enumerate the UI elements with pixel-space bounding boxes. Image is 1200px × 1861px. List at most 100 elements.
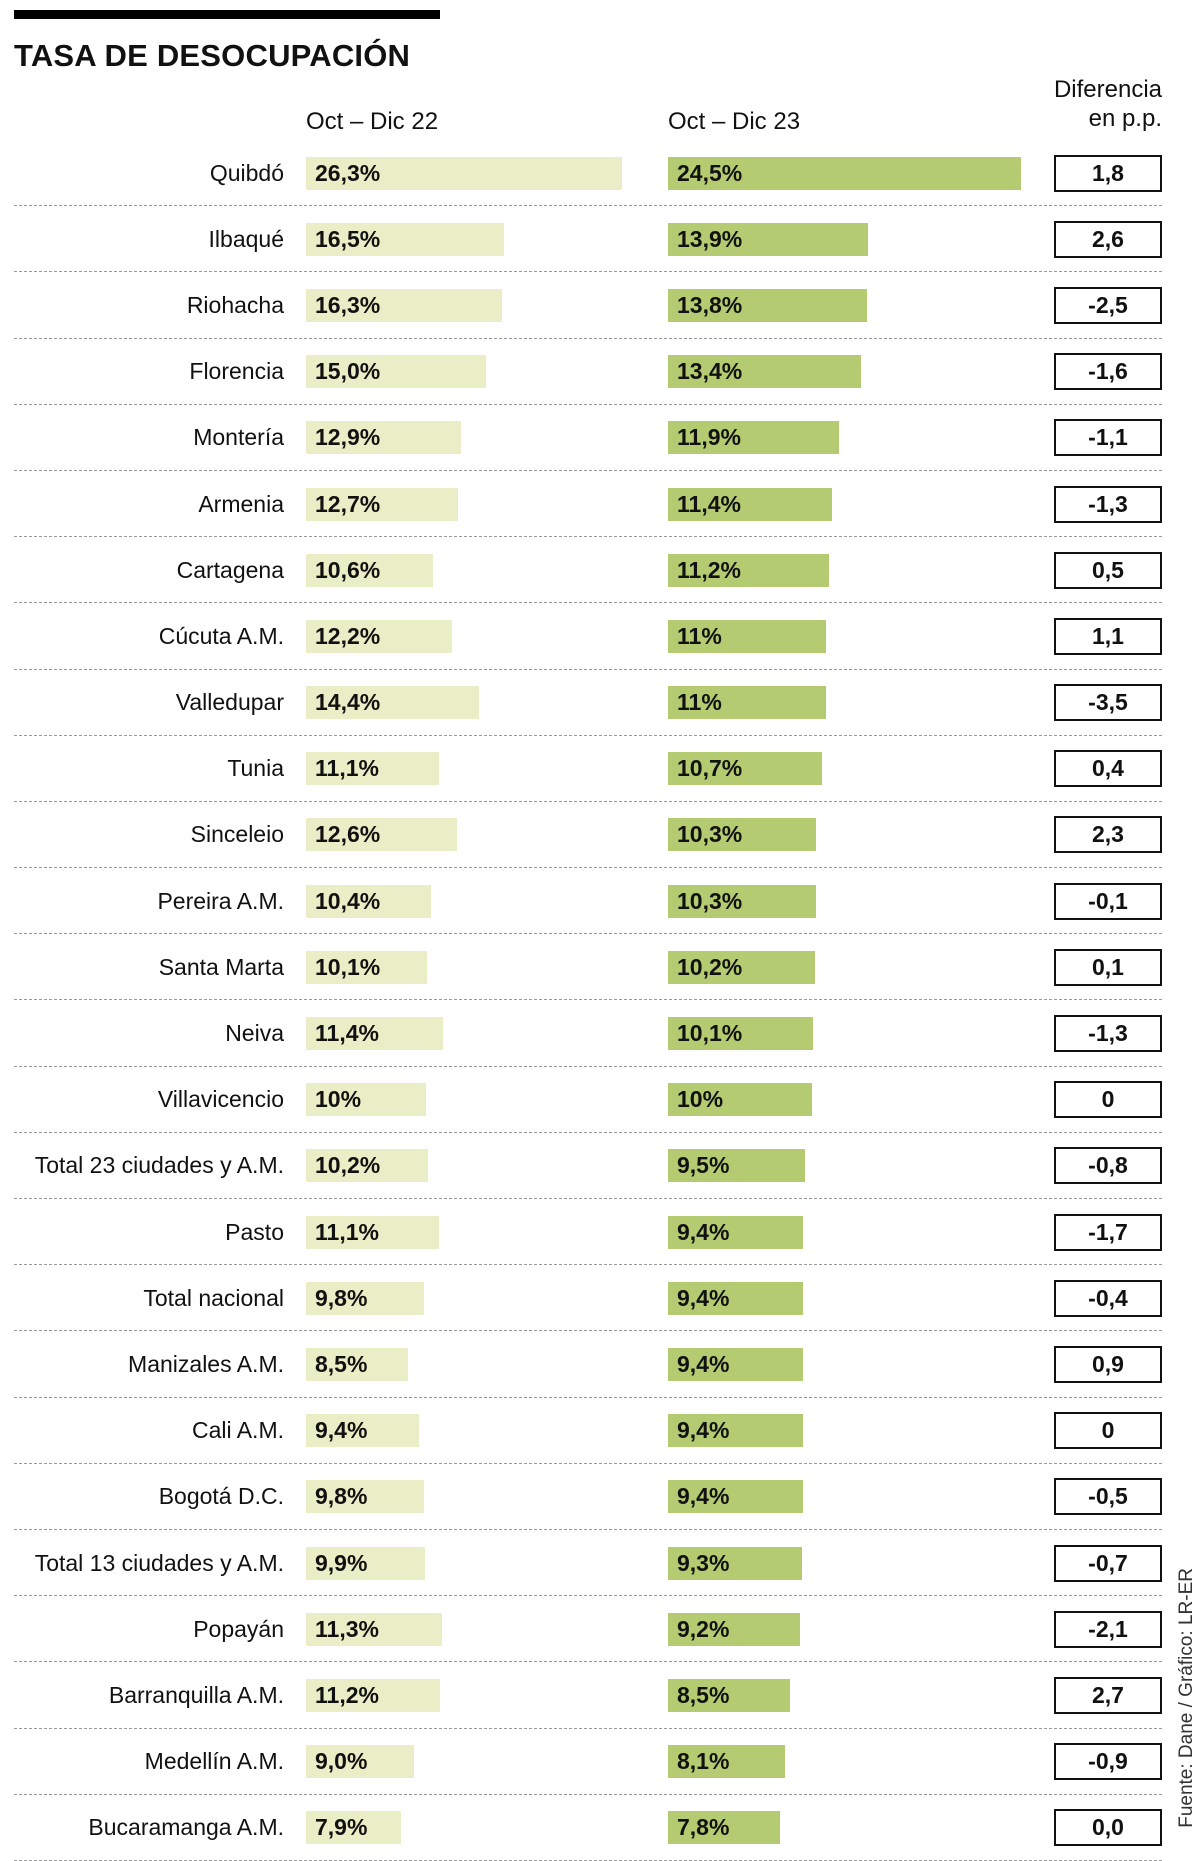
row-label: Total 13 ciudades y A.M. [34, 1549, 284, 1576]
bar-2023-value: 10% [677, 1086, 724, 1113]
diff-box: -3,5 [1054, 684, 1162, 722]
bar-2022: 11,4% [306, 1017, 443, 1051]
bar-2023: 11,9% [668, 421, 840, 455]
bar-2023: 10,1% [668, 1017, 814, 1051]
bar-2023-value: 13,8% [677, 291, 743, 318]
table-row: Bucaramanga A.M. 7,9% 7,8% 0,0 [0, 1795, 1200, 1861]
bar-2022: 11,1% [306, 752, 440, 786]
diff-box: 1,1 [1054, 617, 1162, 655]
row-separator [14, 469, 1162, 471]
bar-2023: 10,7% [668, 752, 823, 786]
row-separator [14, 1462, 1162, 1464]
bar-2023: 9,5% [668, 1149, 805, 1183]
diff-box: 1,8 [1054, 154, 1162, 192]
column-header-diff-line1: Diferencia [1053, 76, 1162, 103]
bar-2022: 12,6% [306, 818, 458, 852]
table-row: Quibdó 26,3% 24,5% 1,8 [0, 140, 1200, 207]
title-accent-bar [14, 10, 440, 19]
row-label: Barranquilla A.M. [108, 1681, 284, 1708]
bar-2023-value: 9,4% [677, 1284, 730, 1311]
diff-box: 2,6 [1054, 220, 1162, 258]
bar-2022-value: 10,4% [315, 887, 381, 914]
diff-box: -0,5 [1054, 1478, 1162, 1516]
diff-box: -0,4 [1054, 1279, 1162, 1317]
row-separator [14, 1065, 1162, 1067]
bar-2023-value: 9,5% [677, 1152, 730, 1179]
row-separator [14, 403, 1162, 405]
table-row: Total nacional 9,8% 9,4% -0,4 [0, 1265, 1200, 1332]
table-row: Cúcuta A.M. 12,2% 11% 1,1 [0, 603, 1200, 670]
row-separator [14, 337, 1162, 339]
bar-2022: 11,1% [306, 1215, 440, 1249]
bar-2023-value: 8,1% [677, 1748, 730, 1775]
bar-2023: 10,2% [668, 950, 815, 984]
bar-2022: 9,0% [306, 1745, 414, 1779]
bar-2022-value: 11,2% [315, 1681, 379, 1708]
row-label: Armenia [198, 490, 284, 517]
table-row: Popayán 11,3% 9,2% -2,1 [0, 1596, 1200, 1663]
bar-2023: 9,2% [668, 1612, 801, 1646]
bar-2023: 24,5% [668, 156, 1021, 190]
table-row: Bogotá D.C. 9,8% 9,4% -0,5 [0, 1464, 1200, 1530]
bar-2022: 12,9% [306, 421, 461, 455]
row-separator [14, 205, 1162, 207]
bar-2022-value: 9,9% [315, 1549, 368, 1576]
bar-2022-value: 7,9% [315, 1814, 368, 1841]
bar-2023-value: 11,9% [677, 424, 741, 451]
page-title: TASA DE DESOCUPACIÓN [14, 38, 411, 73]
table-row: Neiva 11,4% 10,1% -1,3 [0, 1000, 1200, 1067]
column-header-2022: Oct – Dic 22 [306, 108, 439, 135]
row-label: Tunia [227, 755, 284, 782]
bar-2022: 7,9% [306, 1811, 401, 1845]
table-row: Sinceleio 12,6% 10,3% 2,3 [0, 802, 1200, 869]
bar-2023: 9,4% [668, 1215, 804, 1249]
row-separator [14, 1198, 1162, 1199]
bar-2022-value: 9,4% [315, 1417, 368, 1444]
diff-box: -0,1 [1054, 882, 1162, 920]
bar-2022-value: 11,1% [315, 1218, 379, 1245]
bar-2023: 11,2% [668, 553, 830, 587]
bar-2023: 9,3% [668, 1546, 802, 1580]
diff-box: -1,3 [1054, 1015, 1162, 1053]
row-label: Pereira A.M. [157, 887, 284, 914]
bar-2022: 16,5% [306, 222, 504, 256]
row-label: Villavicencio [157, 1086, 284, 1113]
table-row: Armenia 12,7% 11,4% -1,3 [0, 471, 1200, 538]
diff-box: 0,9 [1054, 1345, 1162, 1383]
bar-2023: 9,4% [668, 1414, 804, 1448]
bar-2022: 16,3% [306, 288, 502, 322]
diff-box: -1,1 [1054, 419, 1162, 457]
bar-2023-value: 9,2% [677, 1615, 730, 1642]
row-label: Valledupar [175, 689, 284, 716]
row-label: Quibdó [209, 159, 284, 186]
row-separator [14, 999, 1162, 1001]
bar-2022: 9,9% [306, 1546, 425, 1580]
bar-2022: 9,8% [306, 1281, 424, 1315]
row-label: Bogotá D.C. [158, 1483, 284, 1510]
table-row: Barranquilla A.M. 11,2% 8,5% 2,7 [0, 1662, 1200, 1729]
diff-box: 0,0 [1054, 1809, 1162, 1847]
bar-2022-value: 9,8% [315, 1483, 368, 1510]
table-row: Villavicencio 10% 10% 0 [0, 1067, 1200, 1133]
bar-2022-value: 9,8% [315, 1284, 368, 1311]
row-label: Total nacional [143, 1284, 284, 1311]
diff-box: 0 [1054, 1081, 1162, 1119]
row-separator [14, 800, 1162, 802]
bar-2022: 11,3% [306, 1612, 442, 1646]
bar-2023: 11% [668, 686, 827, 720]
row-separator [14, 1131, 1162, 1133]
bar-2022-value: 16,5% [315, 225, 381, 252]
bar-2022-value: 8,5% [315, 1350, 368, 1377]
row-label: Popayán [193, 1615, 284, 1642]
bar-2022-value: 12,7% [315, 490, 381, 517]
bar-2022-value: 9,0% [315, 1748, 368, 1775]
bar-2023: 10,3% [668, 818, 817, 852]
row-label: Cartagena [176, 556, 284, 583]
chart-rows: Quibdó 26,3% 24,5% 1,8 Ilbaqué 16,5% 13,… [0, 140, 1200, 1861]
row-label: Cali A.M. [191, 1417, 284, 1444]
diff-box: -1,6 [1054, 353, 1162, 391]
diff-box: 2,3 [1054, 816, 1162, 854]
bar-2023: 13,8% [668, 288, 867, 322]
bar-2023-value: 11,2% [677, 556, 741, 583]
bar-2023-value: 11% [677, 689, 722, 716]
